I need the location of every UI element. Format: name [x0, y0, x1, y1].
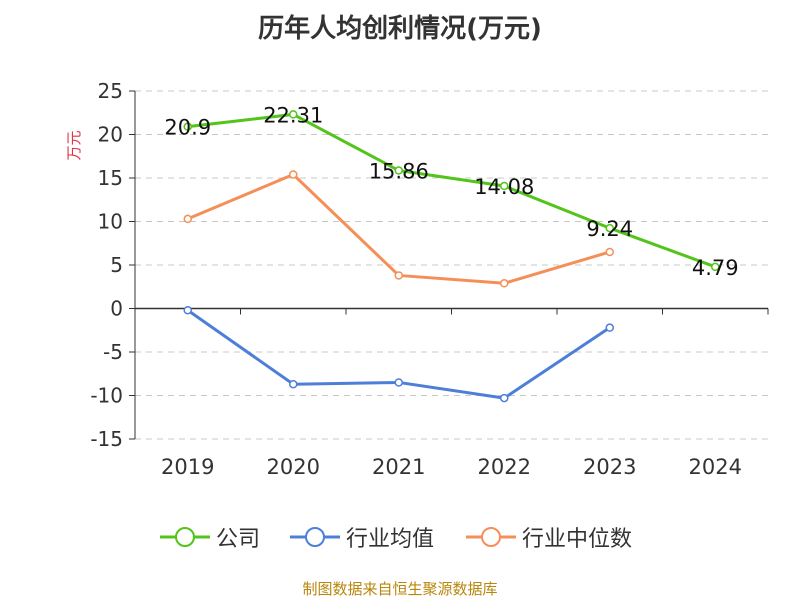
legend-label-industry-median: 行业中位数: [522, 527, 633, 552]
data-point: [289, 379, 298, 389]
data-point: [394, 378, 403, 387]
data-label: 4.79: [692, 256, 739, 280]
data-point: [605, 323, 614, 332]
y-tick-label: -10: [90, 384, 123, 408]
x-tick-label: 2024: [689, 455, 742, 479]
data-label: 15.86: [369, 160, 429, 184]
data-point: [500, 393, 509, 403]
data-point: [183, 214, 192, 224]
chart-title: 历年人均创利情况(万元): [258, 14, 542, 44]
y-tick-label: 20: [98, 123, 123, 147]
x-tick-label: 2021: [372, 455, 425, 479]
legend-item-company[interactable]: 公司: [160, 520, 260, 554]
data-label: 14.08: [474, 175, 534, 199]
data-point: [500, 279, 509, 288]
series-line: [187, 112, 716, 269]
y-tick-label: -5: [103, 340, 123, 364]
legend-label-company: 公司: [216, 527, 261, 552]
line-chart: -15 -10 -5 0 5 10 15 20 25 2019 2020 2021 2022 2023 20…: [65, 79, 769, 479]
y-tick-label: 25: [98, 79, 123, 103]
series-line: [187, 173, 611, 285]
y-tick-label: 15: [98, 166, 123, 190]
data-label: 22.31: [263, 103, 323, 127]
y-tick-label: -15: [90, 427, 123, 451]
data-point: [605, 247, 614, 257]
data-point: [605, 223, 614, 233]
data-point: [394, 166, 403, 175]
legend-label-industry-mean: 行业均值: [346, 527, 435, 552]
data-point: [711, 262, 720, 272]
data-source-footer: 制图数据来自恒生聚源数据库: [302, 580, 498, 598]
x-tick-label: 2020: [267, 455, 320, 479]
y-axis-label: 万元: [65, 130, 83, 160]
legend-swatch-company: [160, 527, 210, 547]
x-tick-label: 2022: [478, 455, 531, 479]
data-point: [500, 181, 509, 191]
data-point: [289, 110, 298, 119]
data-point: [289, 170, 298, 179]
chart-legend: 公司 行业均值 行业中位数: [0, 520, 800, 554]
x-tick-label: 2023: [583, 455, 636, 479]
data-point: [183, 122, 192, 131]
data-point: [394, 271, 403, 280]
legend-item-industry-mean[interactable]: 行业均值: [290, 520, 434, 554]
legend-swatch-industry-mean: [290, 527, 340, 547]
y-tick-label: 5: [110, 253, 123, 277]
x-tick-label: 2019: [161, 455, 214, 479]
legend-swatch-industry-median: [466, 527, 516, 547]
y-tick-label: 10: [98, 210, 123, 234]
y-tick-label: 0: [110, 297, 123, 321]
data-label: 20.9: [164, 116, 211, 140]
data-point: [183, 305, 192, 315]
data-label: 9.24: [586, 217, 633, 241]
legend-item-industry-median[interactable]: 行业中位数: [466, 520, 632, 554]
